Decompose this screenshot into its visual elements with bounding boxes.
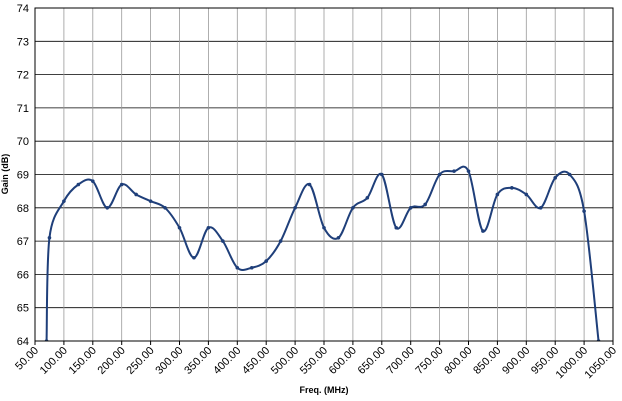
point-marker: [91, 179, 95, 183]
point-marker: [423, 202, 427, 207]
y-tick-label: 69: [17, 170, 29, 182]
x-tick-label: 200.00: [96, 345, 128, 377]
y-tick-label: 73: [17, 36, 29, 48]
point-marker: [553, 176, 557, 180]
point-marker: [278, 239, 283, 243]
point-marker: [495, 192, 500, 197]
point-marker: [322, 225, 326, 230]
x-axis-title: Freq. (MHz): [300, 385, 349, 395]
y-tick-label: 66: [17, 269, 29, 281]
y-tick-label: 70: [17, 136, 29, 148]
y-tick-label: 71: [17, 103, 29, 115]
point-marker: [221, 239, 225, 243]
point-marker: [264, 259, 269, 263]
point-marker: [105, 206, 110, 210]
point-marker: [163, 206, 167, 210]
x-tick-label: 600.00: [327, 345, 359, 377]
point-marker: [481, 229, 485, 233]
point-marker: [177, 225, 182, 230]
point-marker: [452, 169, 456, 173]
point-marker: [249, 265, 254, 270]
x-tick-label: 700.00: [385, 345, 417, 377]
point-marker: [380, 172, 384, 177]
point-marker: [524, 192, 529, 197]
x-tick-label: 150.00: [67, 345, 99, 377]
point-marker: [148, 199, 153, 203]
x-tick-label: 300.00: [153, 345, 185, 377]
y-tick-label: 64: [17, 336, 29, 348]
point-marker: [437, 172, 442, 177]
point-marker: [365, 196, 370, 200]
y-axis-title: Gain (dB): [0, 154, 10, 195]
y-tick-label: 67: [17, 236, 29, 248]
point-marker: [394, 225, 399, 230]
x-tick-label: 100.00: [38, 345, 70, 377]
y-tick-label: 72: [17, 70, 29, 82]
point-marker: [582, 209, 586, 213]
point-marker: [206, 225, 211, 230]
point-marker: [293, 206, 297, 210]
point-marker: [351, 206, 355, 210]
point-marker: [134, 192, 138, 197]
series-line: [45, 165, 600, 341]
x-tick-label: 550.00: [298, 345, 330, 377]
x-tick-label: 500.00: [269, 345, 301, 377]
point-marker: [466, 169, 471, 173]
point-marker: [510, 186, 514, 190]
x-tick-label: 650.00: [356, 345, 388, 377]
y-tick-label: 68: [17, 203, 29, 215]
x-tick-label: 250.00: [124, 345, 156, 377]
point-marker: [567, 172, 572, 177]
x-tick-label: 1050.00: [583, 345, 620, 382]
point-marker: [192, 255, 196, 260]
x-tick-label: 450.00: [240, 345, 272, 377]
point-marker: [307, 182, 312, 187]
point-marker: [235, 265, 240, 270]
point-marker: [76, 182, 81, 187]
x-tick-label: 850.00: [471, 345, 503, 377]
point-marker: [47, 235, 52, 240]
point-marker: [408, 206, 413, 210]
point-marker: [62, 199, 66, 203]
x-tick-label: 900.00: [500, 345, 532, 377]
point-marker: [336, 235, 341, 240]
point-marker: [538, 206, 543, 210]
point-marker: [119, 182, 124, 187]
x-tick-label: 750.00: [413, 345, 445, 377]
x-tick-label: 800.00: [442, 345, 474, 377]
x-tick-label: 400.00: [211, 345, 243, 377]
y-tick-label: 65: [17, 303, 29, 315]
x-tick-label: 350.00: [182, 345, 214, 377]
y-tick-label: 74: [17, 3, 29, 15]
